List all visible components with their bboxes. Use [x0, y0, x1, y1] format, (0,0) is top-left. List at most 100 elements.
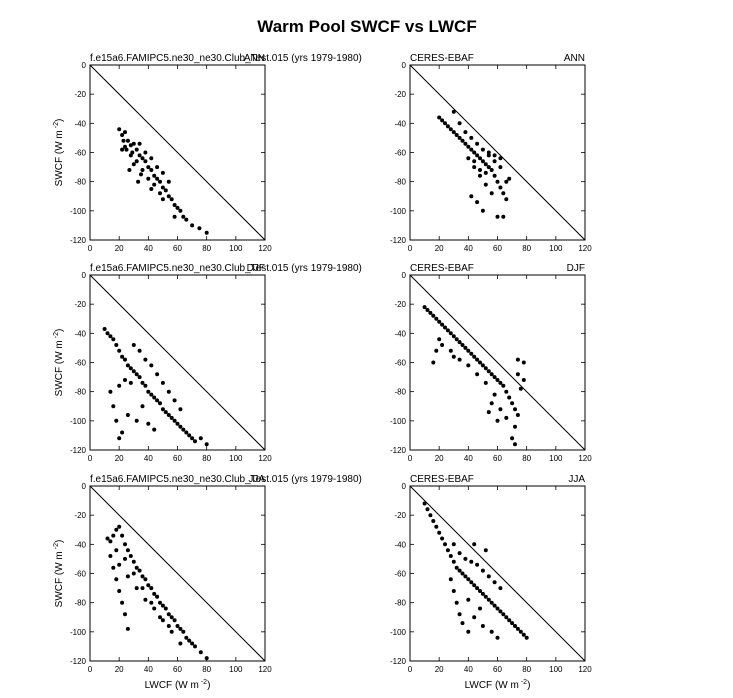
data-points: [102, 327, 209, 447]
data-point: [128, 366, 133, 371]
data-point: [155, 165, 160, 170]
data-point: [463, 130, 468, 135]
data-point: [198, 436, 203, 441]
data-points: [105, 524, 209, 661]
x-tick-label: 80: [522, 665, 531, 674]
y-tick-label: -60: [74, 149, 86, 158]
data-point: [204, 442, 209, 447]
data-point: [108, 334, 113, 339]
data-point: [510, 621, 515, 626]
y-tick-label: -40: [394, 329, 406, 338]
scatter-panel-2: 0 20 40 60 80 100 120 0 -20 -40 -60 -80 -100 -120 f.e1…: [53, 263, 362, 463]
scatter-panel-1: 0 20 40 60 80 100 120 0 -20 -40 -60 -80 -100 -120 CERE…: [390, 53, 592, 253]
data-point: [125, 138, 130, 143]
data-point: [184, 635, 189, 640]
data-point: [158, 401, 162, 406]
data-point: [193, 439, 197, 444]
data-point: [166, 612, 171, 617]
data-point: [492, 603, 497, 608]
data-point: [117, 436, 122, 441]
data-point: [143, 383, 148, 388]
data-point: [504, 179, 509, 184]
data-point: [181, 629, 186, 634]
data-point: [172, 214, 177, 219]
x-tick-label: 120: [578, 665, 592, 674]
x-tick-label: 120: [258, 665, 272, 674]
data-point: [123, 542, 127, 547]
data-point: [469, 580, 474, 585]
data-point: [510, 401, 515, 406]
data-point: [131, 162, 136, 167]
data-point: [178, 407, 183, 412]
data-point: [114, 548, 119, 553]
x-tick-label: 100: [549, 454, 563, 463]
x-tick-label: 120: [578, 454, 592, 463]
data-point: [498, 165, 503, 170]
panel-case-label: CERES-EBAF: [410, 474, 474, 485]
data-point: [160, 603, 165, 608]
data-point: [422, 305, 427, 310]
data-point: [123, 612, 127, 617]
data-point: [443, 325, 447, 330]
data-point: [460, 138, 465, 143]
data-point: [134, 372, 139, 377]
y-tick-label: -100: [70, 207, 87, 216]
data-point: [431, 519, 436, 523]
data-point: [492, 580, 497, 585]
data-point: [160, 197, 165, 202]
data-point: [198, 650, 203, 655]
y-tick-label: -60: [74, 359, 86, 368]
x-tick-label: 120: [258, 244, 272, 253]
data-point: [489, 372, 494, 377]
one-to-one-line: [89, 274, 266, 451]
data-point: [175, 421, 180, 426]
y-tick-label: -60: [394, 570, 406, 579]
data-point: [478, 156, 482, 161]
data-point: [125, 413, 130, 417]
scatter-panel-4: 0 20 40 60 80 100 120 0 -20 -40 -60 -80 -100 -120 f.e1…: [53, 474, 362, 691]
data-point: [193, 644, 197, 649]
data-point: [454, 565, 459, 570]
data-point: [466, 348, 471, 353]
x-tick-label: 40: [464, 454, 473, 463]
data-point: [163, 410, 168, 415]
data-point: [443, 542, 447, 547]
data-point: [140, 168, 145, 172]
data-point: [114, 577, 119, 582]
data-point: [457, 568, 462, 573]
x-tick-label: 40: [144, 665, 153, 674]
data-point: [466, 597, 471, 602]
y-axis-title: SWCF (W m-2): [53, 329, 65, 397]
data-point: [501, 214, 506, 219]
data-point: [117, 562, 122, 567]
data-point: [510, 436, 515, 441]
data-point: [149, 392, 154, 397]
x-tick-label: 120: [258, 454, 272, 463]
data-point: [513, 624, 517, 628]
data-point: [137, 568, 142, 573]
data-point: [457, 551, 462, 556]
data-point: [146, 389, 151, 394]
one-to-one-line: [409, 64, 586, 241]
data-point: [486, 165, 491, 170]
data-point: [498, 380, 503, 385]
data-point: [472, 159, 477, 164]
data-point: [469, 147, 474, 152]
data-point: [504, 615, 509, 620]
y-tick-label: -20: [394, 90, 406, 99]
data-point: [440, 322, 445, 327]
data-point: [492, 153, 497, 158]
data-point: [169, 415, 174, 420]
data-point: [425, 507, 430, 512]
data-point: [495, 635, 500, 640]
data-point: [111, 565, 116, 570]
data-point: [489, 401, 494, 406]
data-points: [437, 109, 512, 219]
data-point: [483, 162, 488, 167]
data-point: [131, 141, 136, 146]
y-tick-label: -20: [74, 90, 86, 99]
data-point: [140, 404, 145, 409]
data-point: [123, 378, 127, 382]
data-point: [136, 179, 141, 184]
data-point: [472, 150, 477, 155]
